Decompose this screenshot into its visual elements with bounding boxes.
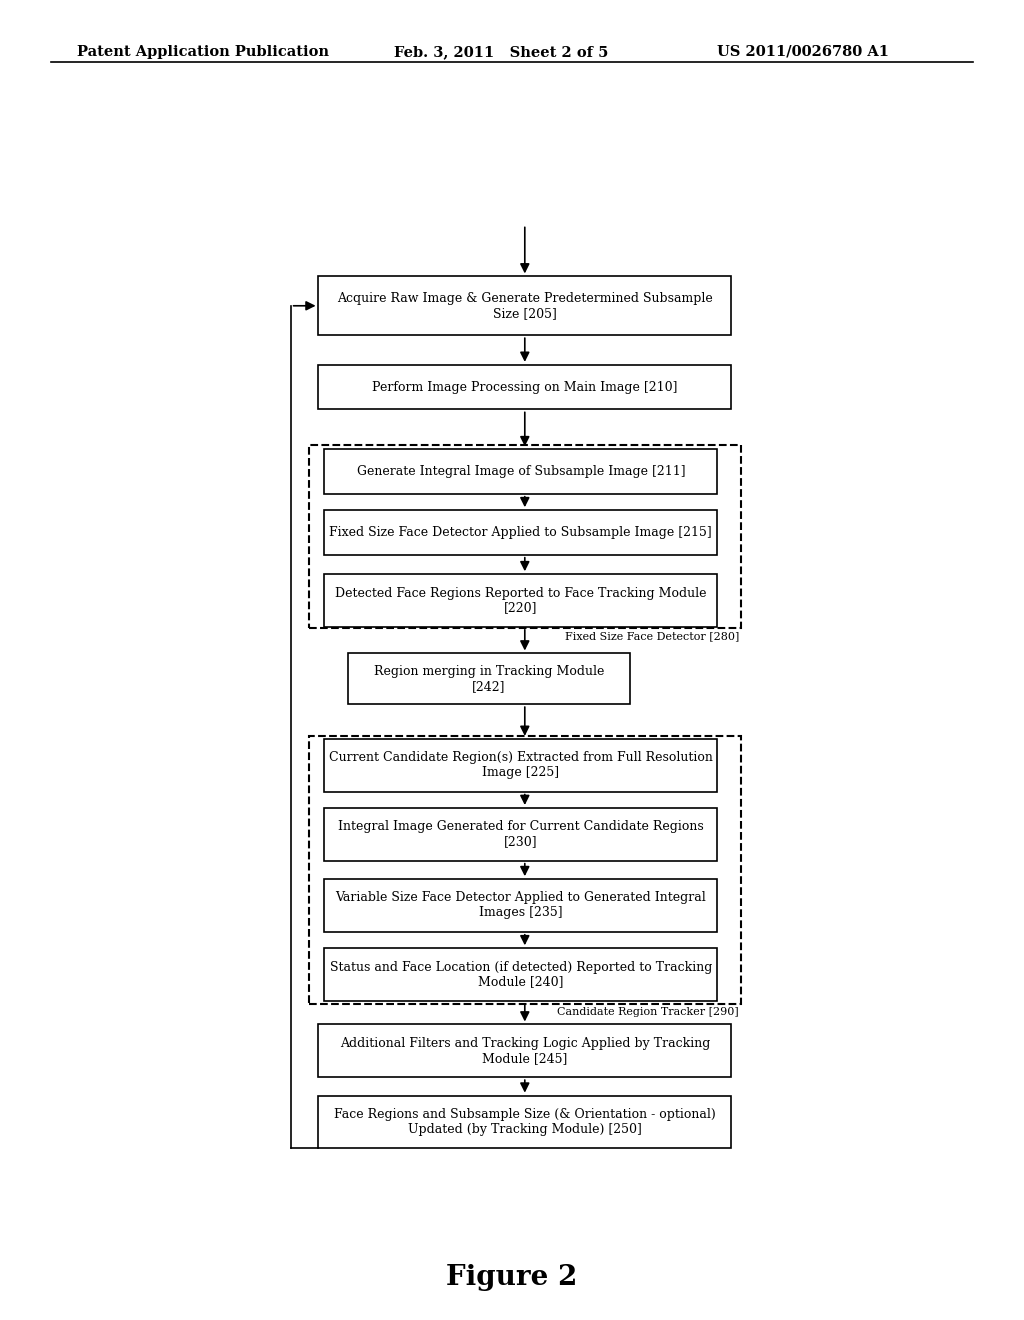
Bar bbox=[325, 449, 717, 494]
Text: Perform Image Processing on Main Image [210]: Perform Image Processing on Main Image [… bbox=[372, 380, 678, 393]
Text: Region merging in Tracking Module
[242]: Region merging in Tracking Module [242] bbox=[374, 665, 604, 693]
Bar bbox=[318, 1024, 731, 1077]
Text: Generate Integral Image of Subsample Image [211]: Generate Integral Image of Subsample Ima… bbox=[356, 465, 685, 478]
Bar bbox=[325, 739, 717, 792]
Bar bbox=[318, 276, 731, 335]
Text: Integral Image Generated for Current Candidate Regions
[230]: Integral Image Generated for Current Can… bbox=[338, 820, 703, 849]
Text: Additional Filters and Tracking Logic Applied by Tracking
Module [245]: Additional Filters and Tracking Logic Ap… bbox=[340, 1036, 710, 1065]
Text: Figure 2: Figure 2 bbox=[446, 1265, 578, 1291]
Text: Variable Size Face Detector Applied to Generated Integral
Images [235]: Variable Size Face Detector Applied to G… bbox=[336, 891, 707, 920]
Text: Fixed Size Face Detector Applied to Subsample Image [215]: Fixed Size Face Detector Applied to Subs… bbox=[330, 525, 713, 539]
Text: Feb. 3, 2011   Sheet 2 of 5: Feb. 3, 2011 Sheet 2 of 5 bbox=[394, 45, 608, 59]
Text: Acquire Raw Image & Generate Predetermined Subsample
Size [205]: Acquire Raw Image & Generate Predetermin… bbox=[337, 292, 713, 319]
Bar bbox=[318, 1096, 731, 1148]
Text: Fixed Size Face Detector [280]: Fixed Size Face Detector [280] bbox=[564, 631, 739, 642]
Bar bbox=[325, 948, 717, 1001]
Text: Face Regions and Subsample Size (& Orientation - optional)
Updated (by Tracking : Face Regions and Subsample Size (& Orien… bbox=[334, 1107, 716, 1137]
Text: Candidate Region Tracker [290]: Candidate Region Tracker [290] bbox=[557, 1007, 739, 1018]
Text: Current Candidate Region(s) Extracted from Full Resolution
Image [225]: Current Candidate Region(s) Extracted fr… bbox=[329, 751, 713, 779]
Bar bbox=[325, 879, 717, 932]
Bar bbox=[309, 445, 741, 628]
Text: Status and Face Location (if detected) Reported to Tracking
Module [240]: Status and Face Location (if detected) R… bbox=[330, 961, 712, 989]
Text: US 2011/0026780 A1: US 2011/0026780 A1 bbox=[717, 45, 889, 59]
Bar bbox=[325, 574, 717, 627]
Bar bbox=[318, 364, 731, 409]
Bar bbox=[348, 653, 630, 704]
Text: Detected Face Regions Reported to Face Tracking Module
[220]: Detected Face Regions Reported to Face T… bbox=[335, 586, 707, 615]
Bar bbox=[325, 510, 717, 554]
Bar bbox=[309, 735, 741, 1005]
Bar bbox=[325, 808, 717, 861]
Text: Patent Application Publication: Patent Application Publication bbox=[77, 45, 329, 59]
